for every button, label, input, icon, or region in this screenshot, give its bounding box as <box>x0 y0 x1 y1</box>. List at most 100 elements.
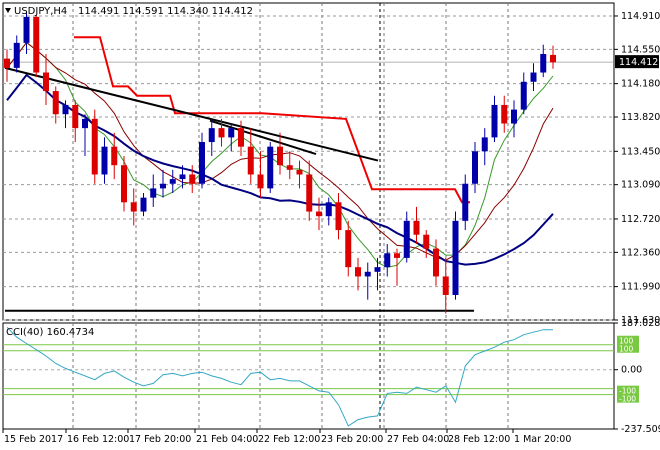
candle <box>238 120 244 156</box>
candle-body <box>121 165 127 203</box>
current-price-label: 114.412 <box>619 57 658 68</box>
candle <box>296 160 303 189</box>
candle <box>179 165 186 189</box>
cci-tick-label: -100 <box>619 387 636 396</box>
cci-tick-label: -100 <box>619 395 636 404</box>
y-tick-label: 112.720 <box>621 214 660 225</box>
candle <box>218 118 225 147</box>
candle-body <box>199 142 205 184</box>
y-axis: 114.910 114.550 114.180 113.820 113.450 113.0… <box>614 11 660 435</box>
candle-body <box>550 54 556 63</box>
candle-body <box>335 202 342 231</box>
candle <box>374 257 381 291</box>
cci-tick-label: 100 <box>619 337 634 346</box>
candle <box>520 72 527 115</box>
candle-body <box>101 146 108 175</box>
candle <box>530 63 537 92</box>
candle-body <box>23 16 30 43</box>
header: USDJPY,H4 114.491 114.591 114.340 114.41… <box>5 6 253 338</box>
x-tick-label: 27 Feb 04:00 <box>387 434 449 445</box>
candle-body <box>403 220 410 258</box>
y-tick-label: 113.090 <box>621 180 660 191</box>
candle <box>335 193 342 240</box>
stop-line <box>74 36 470 204</box>
candle-body <box>374 267 381 272</box>
candle-body <box>520 81 527 110</box>
candle-body <box>481 137 488 152</box>
candle <box>511 100 517 138</box>
candle <box>306 160 313 221</box>
candle <box>43 53 49 105</box>
candle-body <box>325 202 332 217</box>
candle-body <box>296 169 303 175</box>
candle-body <box>511 109 517 124</box>
candle-body <box>530 72 537 82</box>
y-tick-label: 114.550 <box>621 44 660 55</box>
candle <box>121 155 127 212</box>
ohlc-readout: 114.491 114.591 114.340 114.412 <box>78 6 253 17</box>
cci-level-badge <box>617 385 639 395</box>
candle <box>462 174 469 231</box>
cci-level-badge <box>617 335 639 345</box>
x-tick-label: 16 Feb 12:00 <box>67 434 129 445</box>
candle-body <box>277 146 283 166</box>
candle-body <box>462 183 469 221</box>
candle <box>345 220 352 277</box>
symbol-timeframe: USDJPY,H4 <box>14 6 67 17</box>
candle-body <box>169 179 176 184</box>
candle <box>62 100 69 129</box>
candle-body <box>501 104 508 124</box>
y-tick-label: 113.820 <box>621 112 660 123</box>
candle <box>286 151 293 180</box>
candle-body <box>452 220 459 295</box>
candle <box>355 257 361 291</box>
candle-body <box>540 53 547 73</box>
candle <box>433 239 439 286</box>
candle-body <box>345 230 352 268</box>
candle-body <box>442 276 449 295</box>
x-tick-label: 15 Feb 2017 <box>4 434 63 445</box>
candle <box>169 169 176 194</box>
candle-body <box>394 253 400 258</box>
candle-body <box>433 248 439 277</box>
y-tick-label: 113.450 <box>621 146 660 157</box>
candle <box>550 45 556 69</box>
candle-body <box>316 211 322 217</box>
candle <box>364 262 371 300</box>
x-tick-label: 1 Mar 20:00 <box>514 434 571 445</box>
candle-body <box>306 174 313 212</box>
candle-body <box>52 91 59 115</box>
candle <box>540 44 547 78</box>
candle-body <box>413 220 420 235</box>
cci-tick-label: 0.00 <box>621 365 642 376</box>
x-tick-label: 23 Feb 20:00 <box>321 434 383 445</box>
candle <box>423 230 430 258</box>
trend-line-upper <box>4 66 379 162</box>
candle-body <box>267 146 274 189</box>
y-tick-label: 111.990 <box>621 282 660 293</box>
candle-body <box>384 253 391 268</box>
candle <box>277 132 283 175</box>
candle <box>452 211 459 300</box>
candle-body <box>62 104 69 115</box>
candle <box>384 243 391 277</box>
candle <box>4 49 10 82</box>
candle-body <box>13 42 20 68</box>
candle-body <box>4 58 10 68</box>
cci-line <box>6 326 553 427</box>
candle <box>82 114 88 156</box>
candle <box>403 211 410 263</box>
cci-tick-label: -237.5093 <box>621 424 660 435</box>
current-price-box <box>615 55 659 69</box>
y-tick-label: 111.630 <box>621 315 660 326</box>
candle <box>72 100 79 143</box>
cci-level-badge <box>617 393 639 403</box>
candle-body <box>257 174 264 189</box>
candle-body <box>43 72 49 92</box>
candle-body <box>208 128 215 143</box>
x-tick-label: 28 Feb 12:00 <box>448 434 510 445</box>
candle <box>208 118 215 156</box>
candle-body <box>179 174 186 180</box>
